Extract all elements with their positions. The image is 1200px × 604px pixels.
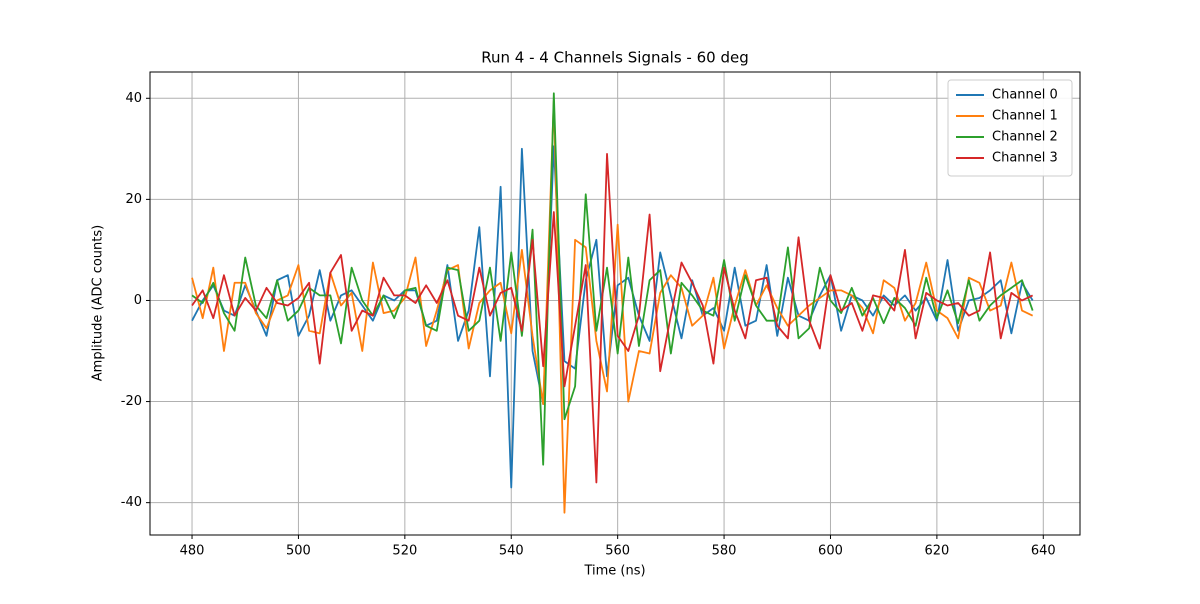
x-tick-label: 620 xyxy=(924,544,949,559)
y-tick-label: -40 xyxy=(121,495,142,510)
x-tick-label: 540 xyxy=(499,544,524,559)
y-tick-label: -20 xyxy=(121,394,142,409)
legend-box xyxy=(947,79,1073,177)
y-tick-label: 40 xyxy=(125,91,142,106)
legend-label: Channel 0 xyxy=(992,88,1058,103)
x-tick-label: 580 xyxy=(712,544,737,559)
x-tick-label: 480 xyxy=(180,544,205,559)
legend-label: Channel 3 xyxy=(992,151,1058,166)
x-tick-label: 600 xyxy=(818,544,843,559)
chart-title: Run 4 - 4 Channels Signals - 60 deg xyxy=(481,49,748,67)
x-tick-label: 500 xyxy=(286,544,311,559)
legend-label: Channel 1 xyxy=(992,109,1058,124)
plot-frame xyxy=(149,71,1081,536)
legend-label: Channel 2 xyxy=(992,130,1058,145)
y-tick-label: 20 xyxy=(125,192,142,207)
y-axis-label: Amplitude (ADC counts) xyxy=(91,225,106,381)
x-axis-label: Time (ns) xyxy=(583,564,645,579)
series-line xyxy=(191,92,1034,466)
x-tick-label: 560 xyxy=(605,544,630,559)
x-tick-label: 640 xyxy=(1031,544,1056,559)
x-tick-label: 520 xyxy=(392,544,417,559)
y-tick-label: 0 xyxy=(134,293,142,308)
series-line xyxy=(191,152,1034,484)
